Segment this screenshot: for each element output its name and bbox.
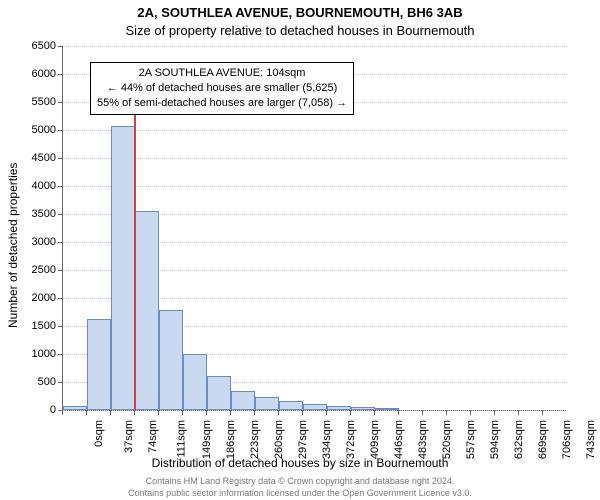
- x-tick-label: 669sqm: [537, 420, 549, 459]
- x-tick-label: 706sqm: [561, 420, 573, 459]
- x-tick-label: 186sqm: [225, 420, 237, 459]
- x-tick-label: 334sqm: [321, 420, 333, 459]
- x-tick-label: 260sqm: [273, 420, 285, 459]
- x-tick-mark: [182, 410, 183, 415]
- y-tick-label: 5000: [14, 124, 56, 136]
- y-tick-mark: [58, 74, 63, 75]
- x-tick-mark: [254, 410, 255, 415]
- x-tick-mark: [230, 410, 231, 415]
- x-tick-label: 632sqm: [513, 420, 525, 459]
- histogram-bar: [135, 211, 159, 410]
- y-tick-mark: [58, 46, 63, 47]
- x-tick-label: 594sqm: [489, 420, 501, 459]
- y-tick-label: 1000: [14, 348, 56, 360]
- y-tick-mark: [58, 298, 63, 299]
- grid-line: [63, 130, 567, 131]
- x-tick-mark: [302, 410, 303, 415]
- annotation-box: 2A SOUTHLEA AVENUE: 104sqm ← 44% of deta…: [90, 62, 354, 115]
- y-tick-label: 4000: [14, 180, 56, 192]
- x-tick-mark: [374, 410, 375, 415]
- x-tick-mark: [422, 410, 423, 415]
- y-tick-label: 4500: [14, 152, 56, 164]
- histogram-bar: [351, 407, 375, 410]
- y-tick-mark: [58, 102, 63, 103]
- x-tick-label: 743sqm: [585, 420, 597, 459]
- x-tick-mark: [470, 410, 471, 415]
- x-tick-mark: [158, 410, 159, 415]
- grid-line: [63, 158, 567, 159]
- y-tick-label: 2000: [14, 292, 56, 304]
- y-tick-mark: [58, 130, 63, 131]
- histogram-bar: [279, 401, 303, 410]
- y-tick-label: 3000: [14, 236, 56, 248]
- x-tick-mark: [134, 410, 135, 415]
- x-tick-mark: [350, 410, 351, 415]
- grid-line: [63, 410, 567, 411]
- y-tick-label: 500: [14, 376, 56, 388]
- x-tick-mark: [446, 410, 447, 415]
- y-tick-mark: [58, 270, 63, 271]
- y-tick-label: 6000: [14, 68, 56, 80]
- histogram-bar: [375, 408, 399, 410]
- histogram-bar: [303, 404, 327, 410]
- x-tick-mark: [326, 410, 327, 415]
- x-tick-label: 372sqm: [345, 420, 357, 459]
- x-tick-mark: [86, 410, 87, 415]
- x-tick-label: 149sqm: [201, 420, 213, 459]
- y-tick-mark: [58, 214, 63, 215]
- marker-line: [134, 74, 136, 410]
- x-tick-label: 223sqm: [249, 420, 261, 459]
- x-tick-mark: [206, 410, 207, 415]
- footer-line1: Contains HM Land Registry data © Crown c…: [0, 476, 600, 486]
- footer-line2: Contains public sector information licen…: [0, 488, 600, 498]
- y-tick-mark: [58, 158, 63, 159]
- histogram-bar: [63, 406, 87, 410]
- chart-title: 2A, SOUTHLEA AVENUE, BOURNEMOUTH, BH6 3A…: [0, 4, 600, 22]
- x-tick-label: 409sqm: [369, 420, 381, 459]
- chart-header: 2A, SOUTHLEA AVENUE, BOURNEMOUTH, BH6 3A…: [0, 4, 600, 40]
- x-tick-label: 74sqm: [147, 420, 159, 453]
- histogram-bar: [231, 391, 255, 410]
- histogram-bar: [183, 354, 207, 410]
- y-tick-mark: [58, 382, 63, 383]
- y-tick-label: 3500: [14, 208, 56, 220]
- x-tick-label: 37sqm: [123, 420, 135, 453]
- annotation-line3: 55% of semi-detached houses are larger (…: [97, 96, 347, 111]
- x-tick-label: 483sqm: [417, 420, 429, 459]
- annotation-line2: ← 44% of detached houses are smaller (5,…: [97, 81, 347, 96]
- histogram-bar: [255, 397, 279, 410]
- x-tick-mark: [518, 410, 519, 415]
- histogram-bar: [111, 126, 135, 410]
- y-tick-label: 1500: [14, 320, 56, 332]
- histogram-bar: [327, 406, 351, 410]
- grid-line: [63, 46, 567, 47]
- x-tick-mark: [398, 410, 399, 415]
- chart-subtitle: Size of property relative to detached ho…: [0, 22, 600, 40]
- x-tick-mark: [62, 410, 63, 415]
- x-tick-mark: [110, 410, 111, 415]
- histogram-bar: [87, 319, 111, 410]
- x-tick-label: 446sqm: [393, 420, 405, 459]
- x-tick-mark: [494, 410, 495, 415]
- grid-line: [63, 186, 567, 187]
- histogram-bar: [207, 376, 231, 410]
- y-tick-label: 0: [14, 404, 56, 416]
- x-tick-label: 111sqm: [176, 420, 188, 458]
- annotation-line1: 2A SOUTHLEA AVENUE: 104sqm: [97, 66, 347, 81]
- x-tick-label: 520sqm: [441, 420, 453, 459]
- x-tick-label: 0sqm: [93, 420, 105, 447]
- x-tick-mark: [278, 410, 279, 415]
- y-tick-label: 5500: [14, 96, 56, 108]
- y-tick-mark: [58, 242, 63, 243]
- y-tick-label: 2500: [14, 264, 56, 276]
- x-tick-label: 557sqm: [465, 420, 477, 459]
- y-tick-mark: [58, 186, 63, 187]
- y-tick-mark: [58, 354, 63, 355]
- histogram-bar: [159, 310, 183, 410]
- x-tick-mark: [542, 410, 543, 415]
- y-tick-label: 6500: [14, 40, 56, 52]
- y-tick-mark: [58, 326, 63, 327]
- x-tick-label: 297sqm: [297, 420, 309, 459]
